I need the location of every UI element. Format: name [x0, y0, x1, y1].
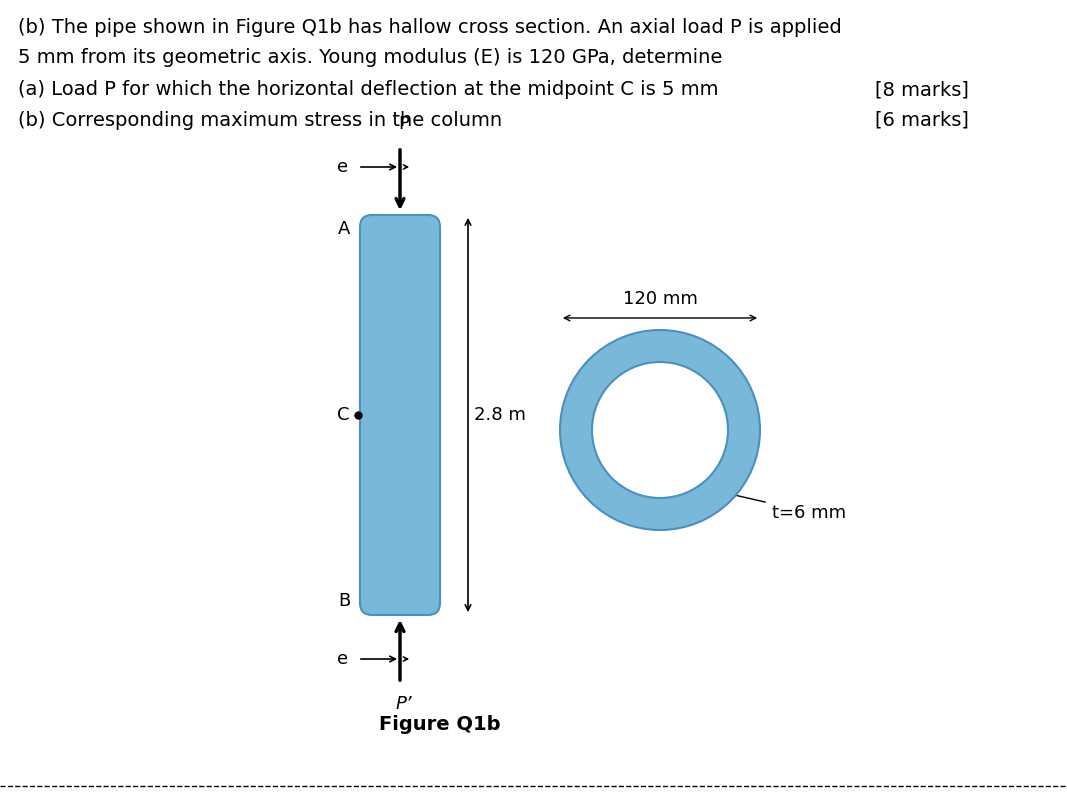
Text: P: P [399, 115, 410, 133]
Circle shape [592, 362, 728, 498]
Text: [8 marks]: [8 marks] [875, 80, 969, 99]
Text: C: C [337, 406, 350, 424]
Circle shape [560, 330, 760, 530]
Text: [6 marks]: [6 marks] [875, 111, 969, 130]
Text: e: e [337, 650, 348, 668]
Text: B: B [338, 592, 350, 610]
Text: 120 mm: 120 mm [622, 290, 698, 308]
Text: Figure Q1b: Figure Q1b [379, 716, 500, 734]
Text: 5 mm from its geometric axis. Young modulus (E) is 120 GPa, determine: 5 mm from its geometric axis. Young modu… [18, 48, 722, 67]
FancyBboxPatch shape [360, 215, 440, 615]
Text: 2.8 m: 2.8 m [474, 406, 526, 424]
Text: e: e [337, 158, 348, 176]
Text: A: A [337, 220, 350, 238]
Text: (a) Load P for which the horizontal deflection at the midpoint C is 5 mm: (a) Load P for which the horizontal defl… [18, 80, 718, 99]
Text: P’: P’ [396, 695, 412, 713]
Text: (b) The pipe shown in Figure Q1b has hallow cross section. An axial load P is ap: (b) The pipe shown in Figure Q1b has hal… [18, 18, 842, 37]
Text: (b) Corresponding maximum stress in the column: (b) Corresponding maximum stress in the … [18, 111, 503, 130]
Text: t=6 mm: t=6 mm [773, 504, 846, 522]
